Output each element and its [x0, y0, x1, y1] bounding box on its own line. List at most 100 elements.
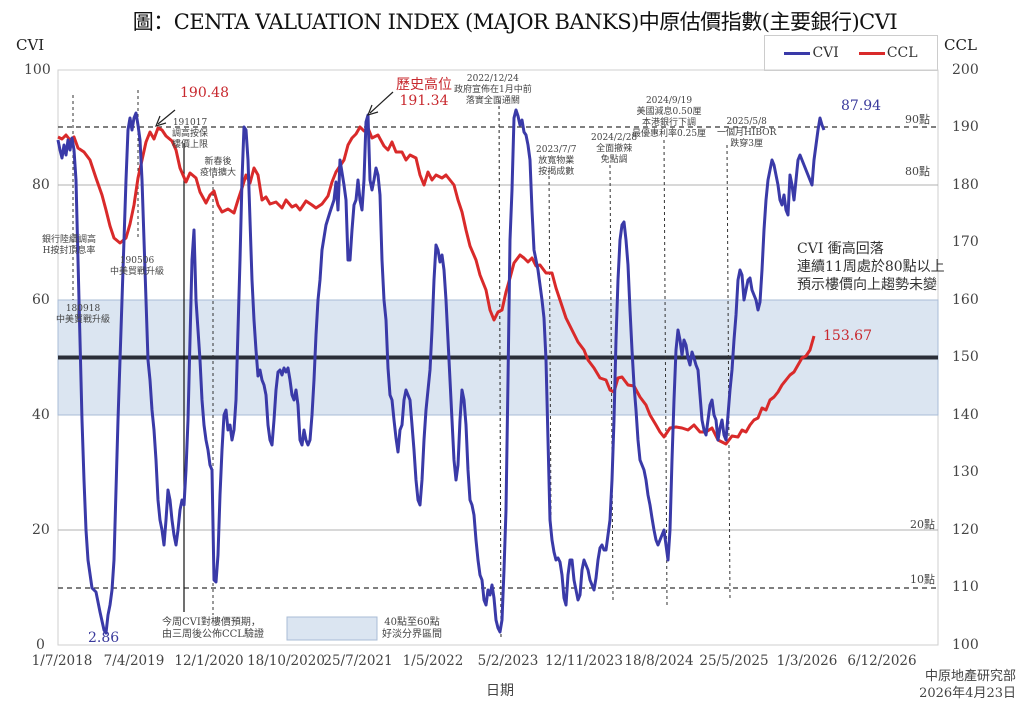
summary-note: CVI 衝高回落 連續11周處於80點以上 預示樓價向上趨勢未變 [797, 240, 945, 294]
right-tick-180: 180 [952, 177, 979, 193]
annotation-text: 新春後 [204, 157, 232, 167]
annotation-text: 樓價上限 [172, 140, 209, 150]
annotation-text: 2025/5/8 [726, 117, 767, 127]
x-axis-label: 日期 [486, 683, 514, 699]
annotation-text: 調高按保 [172, 129, 209, 139]
callout-ccl-record: 歷史高位 191.34 [396, 77, 452, 109]
annotation-text: 本港銀行下調 [642, 118, 697, 128]
annotation-text: 政府宣佈在1月中前 [454, 85, 532, 95]
annotation-text: 最優惠利率0.25厘 [632, 129, 707, 139]
left-tick-0: 0 [36, 637, 45, 653]
ref-label-10: 10點 [910, 573, 935, 586]
annotation-text: 191017 [172, 118, 208, 128]
legend-item-cvi: CVI [784, 45, 839, 61]
callout-ccl-latest: 153.67 [823, 328, 872, 344]
note-text: 40點至60點 [384, 617, 440, 628]
left-tick-60: 60 [32, 292, 50, 308]
solid-line-note: 今周CVI對樓價預期， 由三周後公佈CCL驗證 [162, 617, 264, 641]
left-tick-20: 20 [32, 522, 50, 538]
annotation-text: 2023/7/7 [536, 145, 577, 155]
legend-item-ccl: CCL [858, 45, 918, 61]
left-axis-title: CVI [16, 36, 45, 54]
note-text: 好淡分界區間 [382, 629, 442, 640]
annotation-text: 放寬物業 [538, 156, 575, 166]
annotation-text: 2022/12/24 [466, 74, 519, 84]
annotation-2024919: 2024/9/19 美國減息0.50厘 本港銀行下調 最優惠利率0.25厘 [632, 96, 706, 140]
right-tick-110: 110 [952, 579, 979, 595]
callout-cvi-low: 2.86 [88, 630, 120, 646]
note-text: 由三周後公佈CCL驗證 [162, 629, 264, 640]
annotation-text: 2024/2/28 [591, 133, 638, 143]
x-tick: 7/4/2019 [103, 653, 165, 669]
callout-ccl-record-value: 191.34 [399, 93, 449, 109]
annotation-text: 銀行陸續調高 [42, 235, 97, 245]
chart-title: 圖：CENTA VALUATION INDEX (MAJOR BANKS)中原估… [132, 10, 898, 34]
x-tick: 18/10/2020 [247, 653, 325, 669]
source-org: 中原地產研究部 [924, 669, 1016, 684]
band-note: 40點至60點 好淡分界區間 [382, 617, 442, 641]
annotation-text: 落實全面通關 [465, 96, 520, 106]
callout-cvi-latest: 87.94 [841, 98, 882, 114]
right-tick-170: 170 [952, 234, 979, 250]
summary-line: 預示樓價向上趨勢未變 [797, 277, 937, 293]
legend-swatch-cvi-icon [784, 51, 811, 55]
summary-line: 連續11周處於80點以上 [797, 259, 945, 275]
x-tick: 1/7/2018 [31, 653, 93, 669]
annotation-text: 190506 [119, 256, 155, 266]
source-credit: 中原地產研究部 2026年4月23日 [919, 668, 1016, 702]
annotation-191017: 191017 調高按保 樓價上限 [172, 118, 208, 151]
right-tick-200: 200 [952, 62, 979, 78]
right-tick-140: 140 [952, 407, 979, 423]
legend-label-ccl: CCL [886, 45, 918, 61]
ref-label-80: 80點 [905, 165, 930, 178]
right-tick-100: 100 [952, 637, 979, 653]
source-date: 2026年4月23日 [919, 686, 1016, 701]
annotation-text: 一個月HIBOR [717, 128, 777, 138]
x-tick: 25/5/2025 [699, 653, 769, 669]
annotation-text: 按揭成數 [538, 167, 575, 177]
annotation-202377: 2023/7/7 放寬物業 按揭成數 [536, 145, 576, 178]
annotation-202558: 2025/5/8 一個月HIBOR 跌穿3厘 [717, 117, 776, 150]
right-tick-160: 160 [952, 292, 979, 308]
x-tick: 25/7/2021 [323, 653, 393, 669]
annotation-text: 全面撤辣 [596, 144, 633, 154]
annotation-h-cap: 銀行陸續調高 H按封頂息率 [42, 235, 96, 257]
annotation-text: H按封頂息率 [42, 246, 96, 256]
left-tick-40: 40 [32, 407, 50, 423]
x-tick: 5/2/2023 [477, 653, 539, 669]
annotation-190506: 190506 中美貿戰升級 [110, 256, 164, 278]
x-tick: 1/3/2026 [776, 653, 838, 669]
x-tick: 12/1/2020 [174, 653, 244, 669]
legend-swatch-ccl-icon [858, 51, 885, 55]
annotation-180918: 180918 中美貿戰升級 [56, 304, 110, 326]
annotation-covid: 新春後 疫情擴大 [200, 157, 236, 179]
callout-ccl-record-label: 歷史高位 [396, 77, 452, 93]
x-tick: 1/5/2022 [402, 653, 464, 669]
right-axis-title: CCL [944, 36, 977, 54]
annotation-text: 美國減息0.50厘 [636, 107, 702, 117]
note-text: 今周CVI對樓價預期， [162, 617, 261, 628]
annotation-text: 免點調 [600, 155, 628, 165]
annotation-20221224: 2022/12/24 政府宣佈在1月中前 落實全面通關 [454, 74, 532, 107]
x-tick: 18/8/2024 [624, 653, 694, 669]
annotation-text: 中美貿戰升級 [110, 267, 165, 277]
right-tick-190: 190 [952, 119, 979, 135]
x-tick: 12/11/2023 [545, 653, 623, 669]
annotation-text: 180918 [65, 304, 101, 314]
right-tick-120: 120 [952, 522, 979, 538]
ref-label-90: 90點 [905, 113, 930, 126]
right-tick-130: 130 [952, 464, 979, 480]
summary-line: CVI 衝高回落 [797, 241, 884, 257]
left-tick-80: 80 [32, 177, 50, 193]
legend-label-cvi: CVI [812, 45, 839, 61]
left-tick-100: 100 [24, 62, 51, 78]
callout-ccl-2019-high: 190.48 [180, 85, 229, 101]
cvi-line [56, 108, 826, 635]
annotation-text: 2024/9/19 [645, 96, 693, 106]
annotation-text: 疫情擴大 [200, 168, 237, 178]
right-tick-150: 150 [952, 349, 979, 365]
annotation-text: 跌穿3厘 [730, 139, 764, 149]
ccl-line [57, 125, 816, 446]
ref-label-20: 20點 [910, 518, 935, 531]
